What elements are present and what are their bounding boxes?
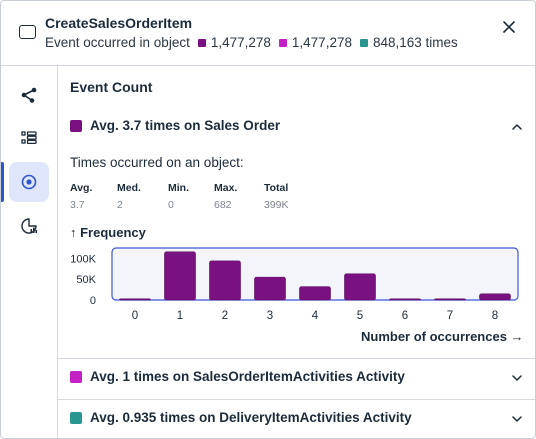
sidebar-item-statistics[interactable] bbox=[9, 206, 49, 246]
y-tick-label: 100K bbox=[70, 253, 96, 265]
chevron-up-icon bbox=[512, 124, 522, 130]
object-color-swatch bbox=[359, 38, 368, 47]
stat-key: Avg. bbox=[70, 182, 93, 194]
event-icon bbox=[19, 25, 36, 39]
stat-value: 0 bbox=[168, 199, 174, 211]
accordion-sales-order[interactable]: Avg. 3.7 times on Sales Order bbox=[58, 108, 535, 144]
stat-value: 3.7 bbox=[70, 199, 85, 211]
stat-value: 682 bbox=[214, 199, 232, 211]
close-icon bbox=[503, 21, 515, 33]
object-count: 1,477,278 bbox=[291, 35, 352, 50]
event-subtitle: Event occurred in object 1,477,278 1,477… bbox=[45, 35, 458, 50]
bar bbox=[434, 298, 466, 301]
panel-header: CreateSalesOrderItem Event occurred in o… bbox=[1, 1, 535, 66]
sidebar-item-graph[interactable] bbox=[9, 75, 49, 115]
bar bbox=[389, 298, 421, 301]
frequency-chart: 100K 50K 0 0 1 2 3 4 5 6 7 8 bbox=[70, 247, 519, 322]
x-axis-label[interactable]: Number of occurrences → bbox=[361, 329, 524, 344]
stat-value: 2 bbox=[117, 199, 123, 211]
divider bbox=[58, 358, 535, 359]
accordion-label: Avg. 3.7 times on Sales Order bbox=[90, 118, 281, 133]
bar bbox=[299, 286, 331, 301]
subtitle-text: Event occurred in object bbox=[45, 35, 190, 50]
pie-chart-icon bbox=[21, 218, 38, 234]
bar bbox=[479, 293, 511, 301]
sidebar-item-event-count[interactable] bbox=[9, 162, 49, 202]
divider bbox=[58, 399, 535, 400]
stat-key: Total bbox=[264, 182, 289, 194]
y-tick-label: 50K bbox=[76, 274, 96, 286]
object-color-swatch bbox=[278, 38, 287, 47]
bar bbox=[209, 260, 241, 301]
main-content: Event Count Avg. 3.7 times on Sales Orde… bbox=[58, 66, 535, 438]
color-square bbox=[70, 412, 82, 424]
accordion-salesorderitem-activities[interactable]: Avg. 1 times on SalesOrderItemActivities… bbox=[58, 359, 535, 395]
x-tick-label: 8 bbox=[492, 310, 498, 322]
stat-value: 399K bbox=[264, 199, 289, 211]
section-title: Event Count bbox=[70, 79, 153, 95]
stat-total: Total 399K bbox=[264, 182, 289, 211]
stat-min: Min. 0 bbox=[168, 182, 189, 211]
stat-max: Max. 682 bbox=[214, 182, 237, 211]
object-count: 848,163 times bbox=[372, 35, 458, 50]
x-tick-label: 0 bbox=[132, 310, 138, 322]
stat-key: Med. bbox=[117, 182, 141, 194]
sidebar-item-list[interactable] bbox=[9, 118, 49, 158]
chevron-down-icon bbox=[512, 375, 522, 381]
accordion-deliveryitem-activities[interactable]: Avg. 0.935 times on DeliveryItemActiviti… bbox=[58, 400, 535, 436]
chevron-down-icon bbox=[512, 416, 522, 422]
list-icon bbox=[21, 131, 37, 145]
close-button[interactable] bbox=[497, 15, 521, 39]
stat-key: Min. bbox=[168, 182, 189, 194]
x-tick-label: 1 bbox=[177, 310, 183, 322]
x-tick-label: 5 bbox=[357, 310, 363, 322]
chart-title: ↑ Frequency bbox=[70, 225, 146, 240]
x-tick-label: 3 bbox=[267, 310, 273, 322]
accordion-label: Avg. 1 times on SalesOrderItemActivities… bbox=[90, 369, 405, 384]
x-tick-label: 6 bbox=[402, 310, 408, 322]
active-indicator bbox=[1, 162, 4, 202]
stat-median: Med. 2 bbox=[117, 182, 141, 211]
bar bbox=[164, 251, 196, 301]
x-tick-label: 7 bbox=[447, 310, 453, 322]
bar bbox=[254, 276, 286, 301]
target-icon bbox=[21, 174, 37, 190]
stat-avg: Avg. 3.7 bbox=[70, 182, 92, 211]
x-tick-label: 2 bbox=[222, 310, 228, 322]
stat-key: Max. bbox=[214, 182, 238, 194]
y-tick-label: 0 bbox=[90, 295, 96, 307]
event-title: CreateSalesOrderItem bbox=[45, 15, 193, 31]
occurrence-label: Times occurred on an object: bbox=[70, 155, 244, 170]
graph-nodes-icon bbox=[21, 87, 37, 103]
bar bbox=[119, 298, 151, 301]
accordion-label: Avg. 0.935 times on DeliveryItemActiviti… bbox=[90, 410, 412, 425]
color-square bbox=[70, 120, 82, 132]
sidebar bbox=[1, 66, 58, 438]
object-count: 1,477,278 bbox=[210, 35, 271, 50]
color-square bbox=[70, 371, 82, 383]
bar bbox=[344, 273, 376, 301]
x-tick-label: 4 bbox=[312, 310, 319, 322]
object-color-swatch bbox=[197, 38, 206, 47]
